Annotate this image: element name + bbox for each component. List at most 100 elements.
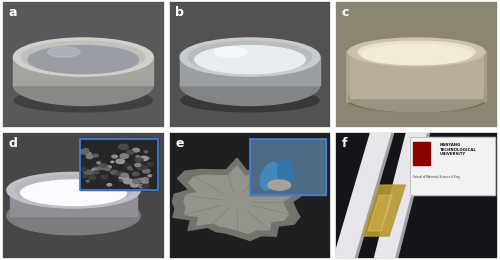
Ellipse shape bbox=[93, 154, 98, 157]
Ellipse shape bbox=[92, 168, 98, 171]
Text: e: e bbox=[175, 137, 184, 150]
Ellipse shape bbox=[135, 164, 140, 166]
Ellipse shape bbox=[107, 184, 112, 186]
Polygon shape bbox=[334, 130, 390, 260]
Ellipse shape bbox=[126, 151, 134, 154]
Ellipse shape bbox=[94, 171, 99, 174]
Ellipse shape bbox=[142, 169, 150, 173]
Ellipse shape bbox=[268, 180, 290, 190]
Ellipse shape bbox=[110, 171, 118, 174]
Ellipse shape bbox=[116, 159, 124, 164]
Ellipse shape bbox=[124, 179, 133, 184]
Ellipse shape bbox=[132, 148, 140, 152]
Ellipse shape bbox=[188, 41, 312, 73]
Text: School of Materials Science & Eng: School of Materials Science & Eng bbox=[414, 175, 460, 179]
Ellipse shape bbox=[14, 89, 152, 112]
Ellipse shape bbox=[48, 47, 80, 57]
Ellipse shape bbox=[20, 180, 126, 205]
Ellipse shape bbox=[129, 168, 132, 170]
Ellipse shape bbox=[358, 41, 475, 63]
Ellipse shape bbox=[86, 155, 93, 159]
Ellipse shape bbox=[362, 44, 472, 65]
Ellipse shape bbox=[28, 46, 138, 74]
Bar bbox=[80, 139, 158, 190]
Polygon shape bbox=[378, 130, 430, 260]
Ellipse shape bbox=[147, 163, 153, 166]
Bar bbox=[414, 142, 430, 165]
Ellipse shape bbox=[127, 166, 131, 168]
Ellipse shape bbox=[147, 157, 150, 159]
Ellipse shape bbox=[120, 180, 122, 181]
Ellipse shape bbox=[100, 164, 106, 167]
Ellipse shape bbox=[142, 178, 148, 180]
Ellipse shape bbox=[140, 156, 148, 161]
Ellipse shape bbox=[144, 151, 148, 153]
Bar bbox=[410, 137, 494, 195]
Ellipse shape bbox=[124, 164, 130, 166]
Ellipse shape bbox=[132, 179, 141, 184]
Ellipse shape bbox=[120, 154, 128, 158]
Ellipse shape bbox=[22, 41, 145, 73]
Ellipse shape bbox=[180, 38, 320, 76]
Ellipse shape bbox=[100, 166, 108, 170]
Ellipse shape bbox=[119, 175, 128, 180]
Ellipse shape bbox=[180, 65, 320, 106]
Ellipse shape bbox=[97, 167, 102, 169]
Ellipse shape bbox=[116, 172, 124, 176]
Ellipse shape bbox=[106, 168, 110, 171]
Ellipse shape bbox=[7, 172, 140, 208]
Ellipse shape bbox=[348, 38, 485, 66]
Ellipse shape bbox=[214, 47, 246, 57]
FancyBboxPatch shape bbox=[470, 51, 486, 102]
Polygon shape bbox=[184, 166, 292, 233]
Ellipse shape bbox=[80, 149, 88, 154]
Ellipse shape bbox=[121, 173, 128, 177]
Ellipse shape bbox=[348, 84, 485, 112]
Text: d: d bbox=[8, 137, 18, 150]
FancyBboxPatch shape bbox=[347, 51, 363, 102]
Ellipse shape bbox=[82, 175, 87, 177]
Bar bbox=[250, 139, 326, 195]
Ellipse shape bbox=[137, 165, 145, 170]
Polygon shape bbox=[338, 130, 394, 260]
Ellipse shape bbox=[122, 145, 126, 148]
Text: c: c bbox=[342, 6, 349, 19]
Ellipse shape bbox=[15, 176, 132, 205]
Ellipse shape bbox=[136, 156, 140, 158]
Ellipse shape bbox=[130, 183, 138, 187]
Ellipse shape bbox=[106, 166, 112, 168]
Ellipse shape bbox=[194, 46, 306, 74]
Ellipse shape bbox=[14, 38, 153, 76]
Ellipse shape bbox=[348, 89, 486, 112]
Ellipse shape bbox=[181, 89, 319, 112]
Ellipse shape bbox=[84, 170, 92, 174]
Ellipse shape bbox=[137, 185, 140, 186]
Ellipse shape bbox=[142, 184, 149, 188]
Ellipse shape bbox=[7, 197, 140, 235]
Ellipse shape bbox=[88, 176, 96, 180]
Ellipse shape bbox=[98, 164, 106, 168]
Ellipse shape bbox=[94, 166, 102, 171]
Bar bbox=[14, 57, 153, 85]
Ellipse shape bbox=[132, 172, 139, 176]
Ellipse shape bbox=[135, 158, 143, 162]
Ellipse shape bbox=[14, 65, 153, 106]
Ellipse shape bbox=[142, 166, 148, 169]
Text: NANYANG
TECHNOLOGICAL
UNIVERSITY: NANYANG TECHNOLOGICAL UNIVERSITY bbox=[440, 143, 476, 156]
Bar bbox=[10, 190, 137, 216]
Ellipse shape bbox=[148, 175, 152, 177]
Bar bbox=[250, 139, 326, 195]
Bar bbox=[80, 139, 158, 190]
Ellipse shape bbox=[97, 162, 100, 164]
Polygon shape bbox=[363, 185, 406, 236]
Polygon shape bbox=[374, 130, 426, 260]
Bar bbox=[410, 137, 494, 195]
Ellipse shape bbox=[112, 155, 117, 158]
Ellipse shape bbox=[86, 152, 91, 155]
Ellipse shape bbox=[138, 178, 144, 182]
Text: a: a bbox=[8, 6, 17, 19]
Ellipse shape bbox=[101, 175, 107, 179]
Bar bbox=[180, 57, 320, 85]
Ellipse shape bbox=[86, 180, 89, 182]
Ellipse shape bbox=[81, 168, 86, 171]
